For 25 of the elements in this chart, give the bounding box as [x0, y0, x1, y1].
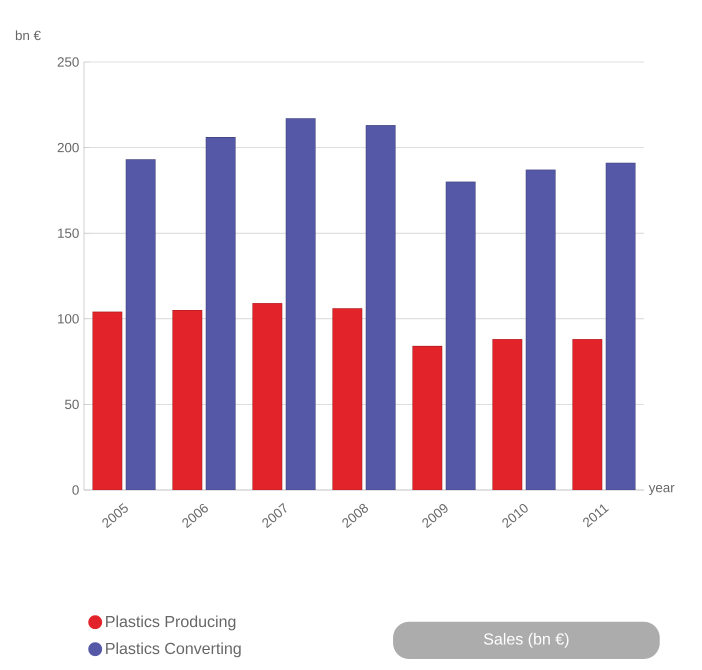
- bar: [492, 339, 522, 490]
- y-axis-title: bn €: [16, 30, 41, 40]
- bar: [412, 346, 442, 490]
- legend-label: Plastics Converting: [106, 642, 241, 658]
- y-tick-label: 100: [58, 314, 79, 324]
- bar: [206, 137, 236, 490]
- bar: [92, 312, 122, 490]
- bar: [286, 118, 316, 490]
- text: Sales (bn €): [484, 632, 569, 648]
- legend-label: Plastics Producing: [106, 615, 236, 630]
- bar: [446, 182, 476, 490]
- bar: [172, 310, 202, 490]
- bar: [126, 159, 156, 490]
- y-tick-label: 0: [72, 485, 79, 495]
- y-tick-label: 150: [58, 228, 79, 238]
- y-tick-label: 200: [58, 142, 79, 152]
- y-tick-label: 250: [58, 57, 79, 67]
- bar: [526, 170, 556, 490]
- x-axis-title: year: [648, 485, 674, 495]
- bar: [572, 339, 602, 490]
- bar: [332, 308, 362, 490]
- bar: [252, 303, 282, 490]
- y-tick-label: 50: [65, 400, 79, 410]
- bar: [366, 125, 396, 490]
- bar: [606, 162, 636, 490]
